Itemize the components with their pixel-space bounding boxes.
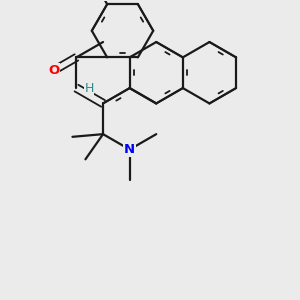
Text: N: N: [124, 143, 135, 156]
Text: O: O: [48, 64, 59, 77]
Text: H: H: [84, 82, 94, 94]
